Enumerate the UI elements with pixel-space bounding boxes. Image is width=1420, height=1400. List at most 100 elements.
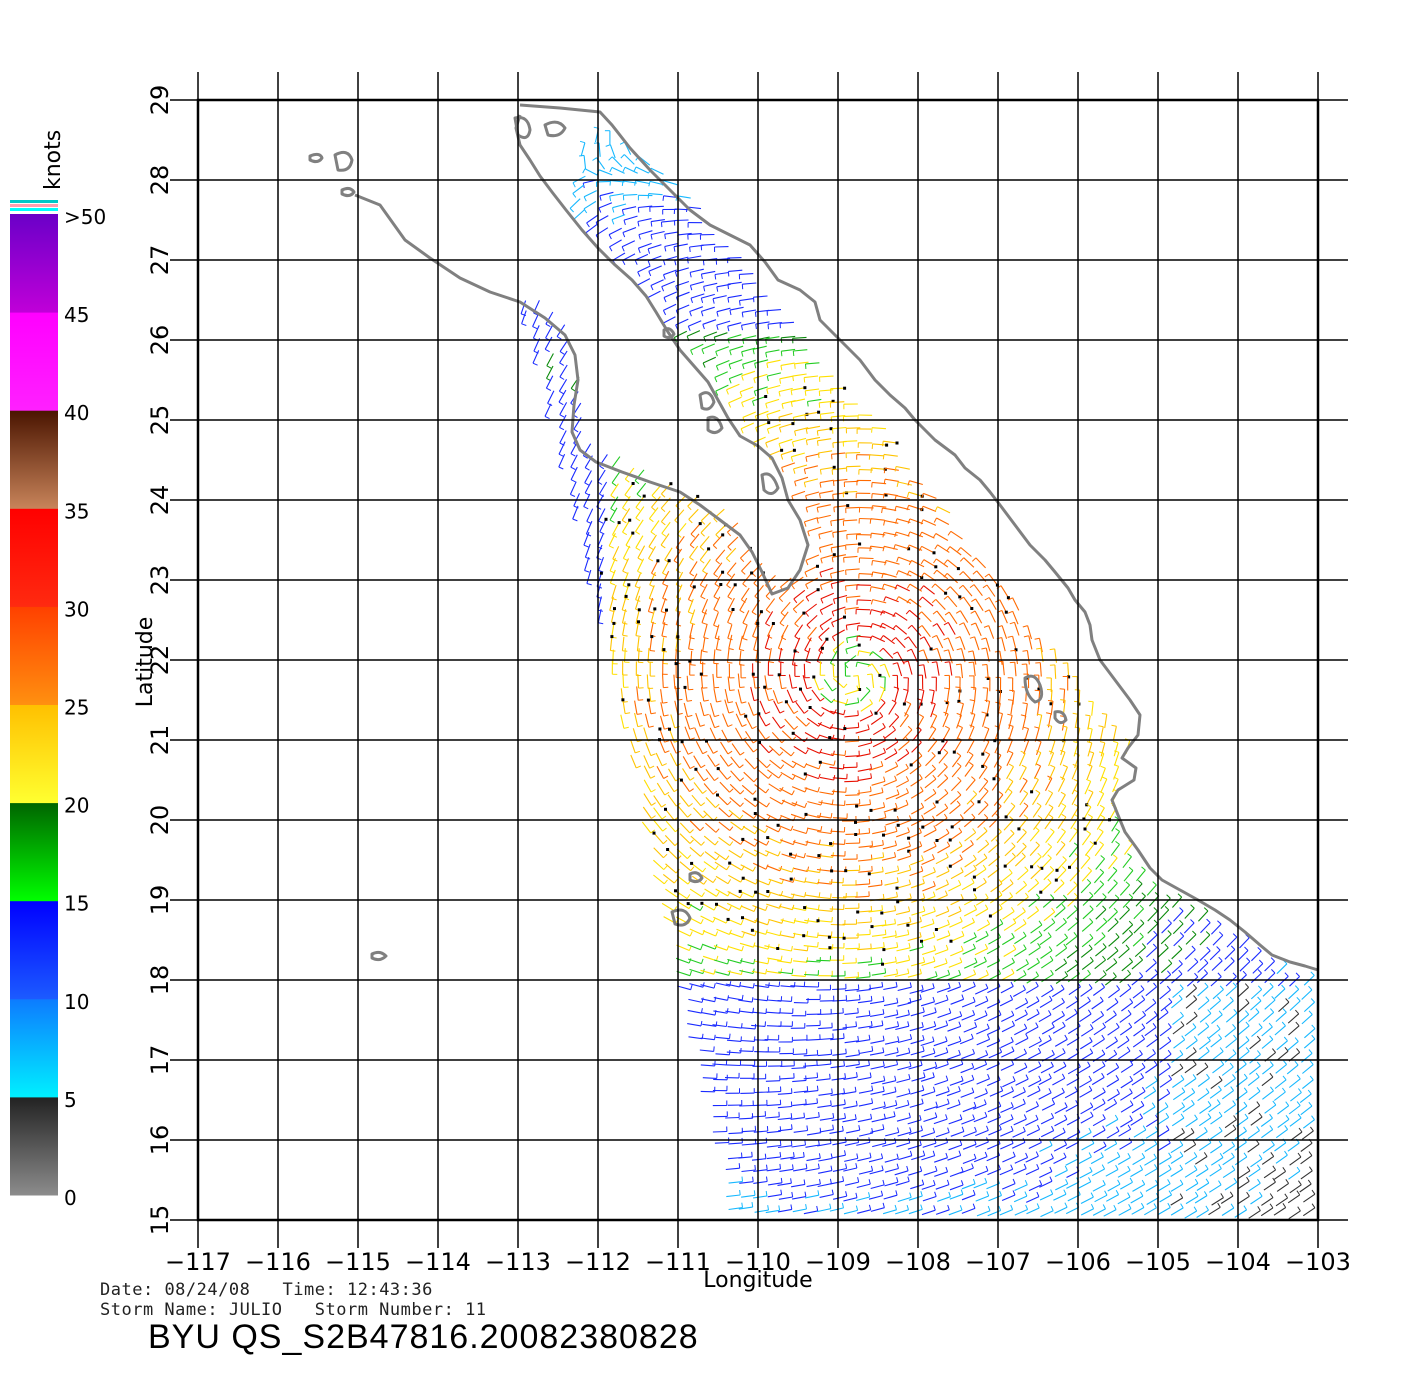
wind-barb — [922, 1150, 926, 1156]
wind-barb — [983, 625, 989, 628]
wind-barb — [1205, 996, 1210, 1001]
wind-vector — [791, 773, 806, 781]
rain-flag-marker — [777, 673, 781, 677]
wind-vector — [532, 313, 539, 327]
wind-barb — [1022, 625, 1028, 628]
wind-barb — [1114, 894, 1120, 899]
wind-barb — [908, 955, 911, 961]
wind-barb — [870, 995, 873, 1001]
wind-barb — [984, 1010, 988, 1016]
wind-barb — [843, 709, 846, 715]
wind-vector — [634, 712, 639, 727]
wind-barb — [715, 828, 720, 833]
wind-barb — [933, 841, 937, 847]
wind-vector — [974, 881, 987, 891]
wind-barb — [971, 813, 976, 819]
wind-vector — [1000, 1106, 1014, 1114]
wind-barb — [650, 775, 656, 779]
wind-vector — [1225, 1012, 1238, 1023]
wind-vector — [662, 585, 669, 599]
colorbar-band — [10, 312, 58, 411]
wind-barb — [882, 852, 885, 858]
wind-vector — [922, 1025, 936, 1031]
wind-barb — [1232, 982, 1237, 987]
wind-vector — [818, 530, 833, 535]
wind-barb — [1206, 918, 1211, 923]
wind-barb — [701, 958, 704, 964]
wind-vector — [820, 592, 835, 600]
wind-vector — [856, 1039, 870, 1043]
wind-barb — [1257, 996, 1262, 1002]
wind-vector — [1263, 1169, 1276, 1179]
wind-vector — [1045, 831, 1055, 844]
wind-barb — [933, 1086, 936, 1092]
wind-barb — [1062, 1048, 1066, 1054]
wind-barb — [1099, 868, 1105, 873]
wind-vector — [653, 874, 665, 885]
wind-barb — [1218, 1076, 1223, 1081]
wind-barb — [833, 709, 837, 715]
wind-barb — [1178, 945, 1183, 950]
wind-barb — [1073, 881, 1078, 886]
wind-vector — [895, 531, 910, 537]
wind-vector — [1276, 1050, 1289, 1061]
wind-vector — [625, 532, 634, 546]
wind-vector — [621, 508, 631, 521]
wind-barb — [673, 246, 676, 252]
wind-barb — [715, 637, 721, 640]
wind-vector — [870, 946, 885, 950]
wind-vector — [829, 726, 844, 731]
wind-vector — [858, 870, 873, 873]
wind-vector — [1031, 856, 1042, 868]
wind-vector — [842, 766, 858, 769]
wind-barb — [945, 944, 949, 950]
wind-barb — [1128, 893, 1134, 898]
wind-barb — [727, 326, 730, 332]
wind-barb — [741, 375, 744, 381]
wind-barb — [1048, 750, 1054, 754]
wind-vector — [1092, 1184, 1106, 1192]
wind-vector — [908, 845, 922, 852]
wind-vector — [1065, 1141, 1079, 1150]
wind-vector — [1173, 1039, 1186, 1049]
wind-barb — [896, 556, 899, 562]
wind-vector — [820, 554, 835, 560]
wind-vector — [1113, 742, 1119, 757]
wind-vector — [608, 227, 622, 236]
rain-flag-marker — [988, 914, 992, 918]
wind-vector — [988, 1051, 1002, 1059]
wind-vector — [1051, 1091, 1065, 1100]
wind-vector — [953, 739, 962, 753]
wind-barb — [1309, 1060, 1314, 1065]
wind-vector — [855, 1014, 870, 1018]
wind-vector — [792, 437, 807, 443]
wind-vector — [1184, 949, 1196, 960]
wind-vector — [1208, 1028, 1221, 1039]
wind-barb — [1062, 1127, 1066, 1133]
wind-vector — [818, 801, 833, 805]
wind-barb — [727, 662, 733, 664]
wind-vector — [869, 1024, 883, 1029]
wind-barb — [780, 454, 784, 460]
wind-vector — [860, 703, 873, 712]
wind-vector — [650, 279, 664, 287]
wind-barb — [592, 157, 597, 161]
wind-vector — [1184, 1026, 1197, 1037]
wind-barb — [974, 957, 978, 963]
wind-barb — [1008, 778, 1014, 782]
wind-vector — [907, 973, 922, 978]
wind-vector — [666, 779, 675, 792]
wind-vector — [1093, 1026, 1106, 1036]
wind-vector — [829, 1180, 844, 1185]
wind-barb — [726, 1008, 729, 1014]
wind-barb — [1129, 998, 1134, 1003]
wind-barb — [712, 878, 717, 883]
wind-vector — [1111, 831, 1121, 844]
wind-vector — [1261, 1026, 1273, 1037]
wind-vector — [1019, 805, 1029, 818]
wind-vector — [820, 466, 835, 471]
wind-vector — [898, 596, 912, 604]
wind-barb — [883, 468, 886, 474]
wind-vector — [1118, 948, 1130, 959]
wind-vector — [806, 717, 819, 727]
